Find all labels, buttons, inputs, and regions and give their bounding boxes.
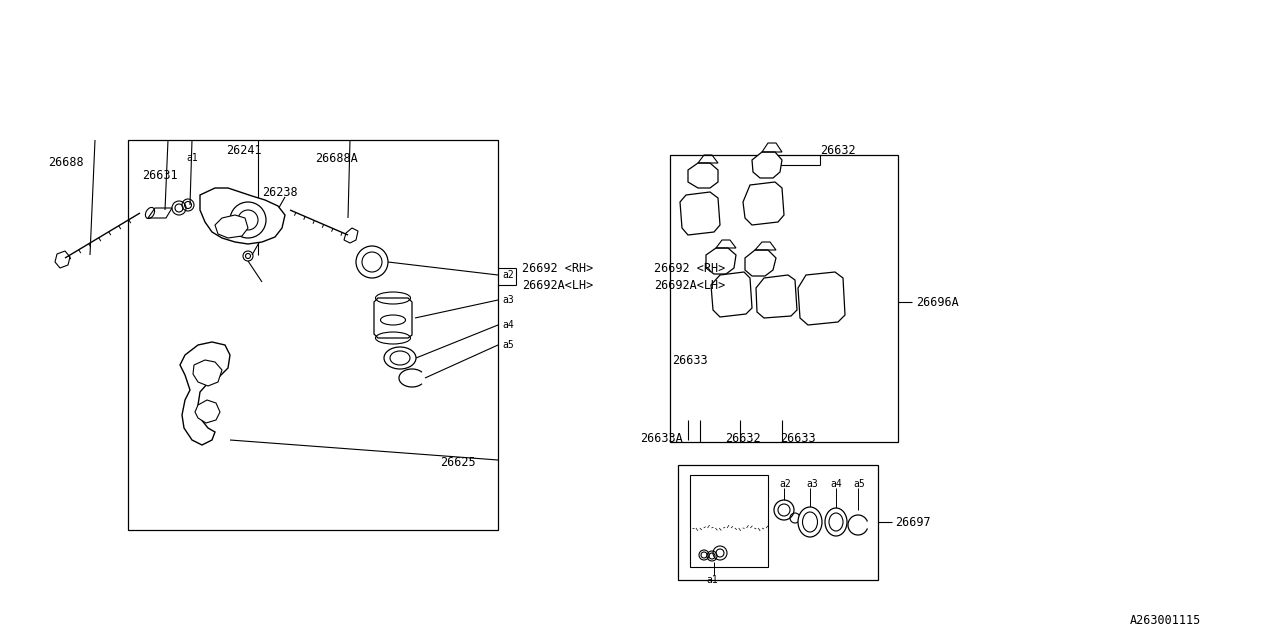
Text: 26632: 26632 — [820, 143, 855, 157]
Polygon shape — [180, 342, 230, 445]
Text: 26238: 26238 — [262, 186, 298, 198]
Text: a1: a1 — [186, 153, 197, 163]
Ellipse shape — [803, 512, 818, 532]
Text: 26688: 26688 — [49, 156, 83, 168]
Text: 26633: 26633 — [672, 353, 708, 367]
Polygon shape — [374, 298, 412, 338]
Text: a4: a4 — [502, 320, 513, 330]
Text: 26633A: 26633A — [640, 431, 682, 445]
Polygon shape — [215, 215, 248, 238]
Text: a3: a3 — [502, 295, 513, 305]
Text: a3: a3 — [806, 479, 818, 489]
Ellipse shape — [384, 347, 416, 369]
Polygon shape — [689, 163, 718, 188]
Ellipse shape — [797, 507, 822, 537]
Text: 26692 <RH>: 26692 <RH> — [522, 262, 593, 275]
Text: 26688A: 26688A — [315, 152, 357, 164]
Ellipse shape — [380, 315, 406, 325]
Polygon shape — [742, 182, 783, 225]
Text: 26631: 26631 — [142, 168, 178, 182]
Text: 26692 <RH>: 26692 <RH> — [654, 262, 726, 275]
Ellipse shape — [829, 513, 844, 531]
Bar — [128, 140, 498, 530]
Text: 26696A: 26696A — [916, 296, 959, 308]
Polygon shape — [707, 248, 736, 274]
Text: 26692A<LH>: 26692A<LH> — [654, 278, 726, 291]
Polygon shape — [797, 272, 845, 325]
Text: a5: a5 — [502, 340, 513, 350]
Text: a5: a5 — [852, 479, 865, 489]
Text: 26632: 26632 — [724, 431, 760, 445]
Polygon shape — [756, 275, 797, 318]
Polygon shape — [680, 192, 719, 235]
Text: A263001115: A263001115 — [1130, 614, 1201, 627]
Bar — [690, 475, 768, 567]
Bar — [678, 465, 878, 580]
Polygon shape — [195, 400, 220, 423]
Text: 26692A<LH>: 26692A<LH> — [522, 278, 593, 291]
Bar — [669, 155, 899, 442]
Polygon shape — [745, 250, 776, 276]
Polygon shape — [200, 188, 285, 244]
Text: 26633: 26633 — [780, 431, 815, 445]
Text: a2: a2 — [502, 270, 513, 280]
Polygon shape — [710, 272, 753, 317]
Polygon shape — [193, 360, 221, 386]
Ellipse shape — [826, 508, 847, 536]
Text: a4: a4 — [829, 479, 842, 489]
Ellipse shape — [390, 351, 410, 365]
Text: 26697: 26697 — [895, 515, 931, 529]
Text: a1: a1 — [707, 575, 718, 585]
Text: 26241: 26241 — [227, 143, 261, 157]
Polygon shape — [753, 152, 782, 178]
Text: 26625: 26625 — [440, 456, 476, 470]
Text: a2: a2 — [780, 479, 791, 489]
